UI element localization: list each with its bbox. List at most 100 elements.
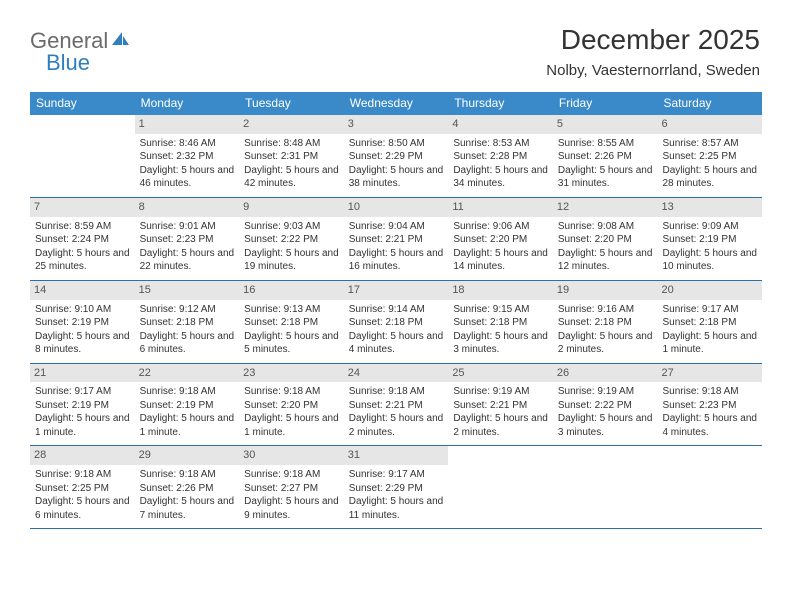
calendar-day-cell: 8Sunrise: 9:01 AMSunset: 2:23 PMDaylight… bbox=[135, 198, 240, 280]
daylight-line: Daylight: 5 hours and 10 minutes. bbox=[662, 247, 757, 274]
sunset-line: Sunset: 2:27 PM bbox=[244, 482, 339, 496]
sunrise-line: Sunrise: 9:04 AM bbox=[349, 220, 444, 234]
sunrise-line: Sunrise: 9:14 AM bbox=[349, 303, 444, 317]
sunrise-line: Sunrise: 9:09 AM bbox=[662, 220, 757, 234]
daylight-line: Daylight: 5 hours and 3 minutes. bbox=[453, 330, 548, 357]
calendar-day-cell: 27Sunrise: 9:18 AMSunset: 2:23 PMDayligh… bbox=[657, 364, 762, 446]
daylight-line: Daylight: 5 hours and 25 minutes. bbox=[35, 247, 130, 274]
daylight-line: Daylight: 5 hours and 9 minutes. bbox=[244, 495, 339, 522]
day-number: 17 bbox=[344, 281, 449, 300]
sunrise-line: Sunrise: 9:18 AM bbox=[35, 468, 130, 482]
day-number: 3 bbox=[344, 115, 449, 134]
calendar-day-cell: 7Sunrise: 8:59 AMSunset: 2:24 PMDaylight… bbox=[30, 198, 135, 280]
calendar-week-row: 1Sunrise: 8:46 AMSunset: 2:32 PMDaylight… bbox=[30, 115, 762, 198]
daylight-line: Daylight: 5 hours and 19 minutes. bbox=[244, 247, 339, 274]
calendar-week-row: 14Sunrise: 9:10 AMSunset: 2:19 PMDayligh… bbox=[30, 281, 762, 364]
sunrise-line: Sunrise: 9:06 AM bbox=[453, 220, 548, 234]
calendar-day-cell: 21Sunrise: 9:17 AMSunset: 2:19 PMDayligh… bbox=[30, 364, 135, 446]
day-number: 26 bbox=[553, 364, 658, 383]
day-number: 2 bbox=[239, 115, 344, 134]
sunrise-line: Sunrise: 8:55 AM bbox=[558, 137, 653, 151]
sunset-line: Sunset: 2:29 PM bbox=[349, 150, 444, 164]
sunset-line: Sunset: 2:21 PM bbox=[349, 399, 444, 413]
day-number: 30 bbox=[239, 446, 344, 465]
sunset-line: Sunset: 2:28 PM bbox=[453, 150, 548, 164]
sunrise-line: Sunrise: 8:57 AM bbox=[662, 137, 757, 151]
sunrise-line: Sunrise: 8:59 AM bbox=[35, 220, 130, 234]
day-number: 13 bbox=[657, 198, 762, 217]
day-number: 22 bbox=[135, 364, 240, 383]
sunset-line: Sunset: 2:18 PM bbox=[349, 316, 444, 330]
day-number: 15 bbox=[135, 281, 240, 300]
calendar-header-cell: Wednesday bbox=[344, 92, 449, 115]
daylight-line: Daylight: 5 hours and 28 minutes. bbox=[662, 164, 757, 191]
day-number: 21 bbox=[30, 364, 135, 383]
calendar-day-cell bbox=[553, 446, 658, 528]
daylight-line: Daylight: 5 hours and 3 minutes. bbox=[558, 412, 653, 439]
sunrise-line: Sunrise: 9:18 AM bbox=[244, 385, 339, 399]
sunset-line: Sunset: 2:22 PM bbox=[558, 399, 653, 413]
sunrise-line: Sunrise: 9:17 AM bbox=[35, 385, 130, 399]
calendar-day-cell: 11Sunrise: 9:06 AMSunset: 2:20 PMDayligh… bbox=[448, 198, 553, 280]
day-number: 7 bbox=[30, 198, 135, 217]
daylight-line: Daylight: 5 hours and 1 minute. bbox=[35, 412, 130, 439]
calendar-day-cell: 31Sunrise: 9:17 AMSunset: 2:29 PMDayligh… bbox=[344, 446, 449, 528]
daylight-line: Daylight: 5 hours and 38 minutes. bbox=[349, 164, 444, 191]
sunset-line: Sunset: 2:25 PM bbox=[35, 482, 130, 496]
sunset-line: Sunset: 2:31 PM bbox=[244, 150, 339, 164]
daylight-line: Daylight: 5 hours and 1 minute. bbox=[140, 412, 235, 439]
sunrise-line: Sunrise: 9:13 AM bbox=[244, 303, 339, 317]
calendar-header-cell: Thursday bbox=[448, 92, 553, 115]
sunrise-line: Sunrise: 9:17 AM bbox=[349, 468, 444, 482]
calendar-day-cell: 6 Sunrise: 8:57 AMSunset: 2:25 PMDaylight… bbox=[657, 115, 762, 197]
day-number: 16 bbox=[239, 281, 344, 300]
daylight-line: Daylight: 5 hours and 46 minutes. bbox=[140, 164, 235, 191]
sunrise-line: Sunrise: 9:16 AM bbox=[558, 303, 653, 317]
daylight-line: Daylight: 5 hours and 34 minutes. bbox=[453, 164, 548, 191]
sunset-line: Sunset: 2:23 PM bbox=[140, 233, 235, 247]
day-number: 29 bbox=[135, 446, 240, 465]
sunset-line: Sunset: 2:29 PM bbox=[349, 482, 444, 496]
sunset-line: Sunset: 2:19 PM bbox=[662, 233, 757, 247]
sunset-line: Sunset: 2:18 PM bbox=[662, 316, 757, 330]
sunset-line: Sunset: 2:18 PM bbox=[453, 316, 548, 330]
sunrise-line: Sunrise: 9:19 AM bbox=[558, 385, 653, 399]
calendar-week-row: 28Sunrise: 9:18 AMSunset: 2:25 PMDayligh… bbox=[30, 446, 762, 529]
page-title: December 2025 bbox=[561, 24, 760, 56]
calendar-day-cell: 28Sunrise: 9:18 AMSunset: 2:25 PMDayligh… bbox=[30, 446, 135, 528]
calendar-day-cell: 1Sunrise: 8:46 AMSunset: 2:32 PMDaylight… bbox=[135, 115, 240, 197]
calendar-day-cell: 30Sunrise: 9:18 AMSunset: 2:27 PMDayligh… bbox=[239, 446, 344, 528]
day-number: 6 bbox=[657, 115, 762, 134]
sunset-line: Sunset: 2:20 PM bbox=[453, 233, 548, 247]
daylight-line: Daylight: 5 hours and 42 minutes. bbox=[244, 164, 339, 191]
calendar-day-cell: 16Sunrise: 9:13 AMSunset: 2:18 PMDayligh… bbox=[239, 281, 344, 363]
calendar-day-cell: 13 Sunrise: 9:09 AMSunset: 2:19 PMDayligh… bbox=[657, 198, 762, 280]
calendar-day-cell: 5Sunrise: 8:55 AMSunset: 2:26 PMDaylight… bbox=[553, 115, 658, 197]
day-number: 24 bbox=[344, 364, 449, 383]
calendar-header-cell: Sunday bbox=[30, 92, 135, 115]
calendar-day-cell: 14Sunrise: 9:10 AMSunset: 2:19 PMDayligh… bbox=[30, 281, 135, 363]
daylight-line: Daylight: 5 hours and 6 minutes. bbox=[35, 495, 130, 522]
sunrise-line: Sunrise: 9:17 AM bbox=[662, 303, 757, 317]
daylight-line: Daylight: 5 hours and 11 minutes. bbox=[349, 495, 444, 522]
sunset-line: Sunset: 2:25 PM bbox=[662, 150, 757, 164]
calendar-day-cell: 19Sunrise: 9:16 AMSunset: 2:18 PMDayligh… bbox=[553, 281, 658, 363]
calendar-day-cell: 26 Sunrise: 9:19 AMSunset: 2:22 PMDayligh… bbox=[553, 364, 658, 446]
day-number: 27 bbox=[657, 364, 762, 383]
calendar-day-cell: 10Sunrise: 9:04 AMSunset: 2:21 PMDayligh… bbox=[344, 198, 449, 280]
sunset-line: Sunset: 2:26 PM bbox=[558, 150, 653, 164]
sunset-line: Sunset: 2:21 PM bbox=[349, 233, 444, 247]
daylight-line: Daylight: 5 hours and 5 minutes. bbox=[244, 330, 339, 357]
daylight-line: Daylight: 5 hours and 2 minutes. bbox=[453, 412, 548, 439]
sunrise-line: Sunrise: 9:08 AM bbox=[558, 220, 653, 234]
calendar-day-cell: 3Sunrise: 8:50 AMSunset: 2:29 PMDaylight… bbox=[344, 115, 449, 197]
day-number: 8 bbox=[135, 198, 240, 217]
daylight-line: Daylight: 5 hours and 2 minutes. bbox=[349, 412, 444, 439]
day-number: 19 bbox=[553, 281, 658, 300]
sunrise-line: Sunrise: 9:18 AM bbox=[662, 385, 757, 399]
calendar-day-cell: 18Sunrise: 9:15 AMSunset: 2:18 PMDayligh… bbox=[448, 281, 553, 363]
calendar-day-cell bbox=[657, 446, 762, 528]
day-number: 12 bbox=[553, 198, 658, 217]
daylight-line: Daylight: 5 hours and 4 minutes. bbox=[349, 330, 444, 357]
calendar-day-cell: 22Sunrise: 9:18 AMSunset: 2:19 PMDayligh… bbox=[135, 364, 240, 446]
